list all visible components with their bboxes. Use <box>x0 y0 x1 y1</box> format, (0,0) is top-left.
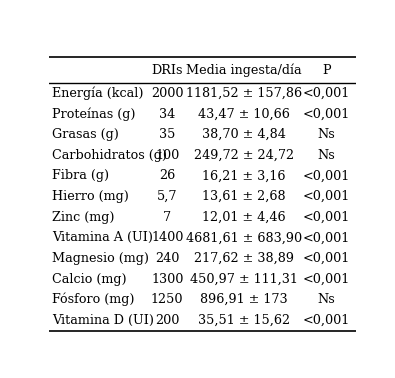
Text: Carbohidratos (g): Carbohidratos (g) <box>53 149 167 162</box>
Text: Ns: Ns <box>318 128 335 141</box>
Text: DRIs: DRIs <box>152 64 183 77</box>
Text: Media ingesta/día: Media ingesta/día <box>186 64 301 77</box>
Text: Proteínas (g): Proteínas (g) <box>53 107 136 121</box>
Text: <0,001: <0,001 <box>303 211 350 224</box>
Text: 26: 26 <box>159 169 175 183</box>
Text: <0,001: <0,001 <box>303 231 350 244</box>
Text: 450,97 ± 111,31: 450,97 ± 111,31 <box>190 273 298 285</box>
Text: Grasas (g): Grasas (g) <box>53 128 119 141</box>
Text: <0,001: <0,001 <box>303 108 350 121</box>
Text: Energía (kcal): Energía (kcal) <box>53 87 144 100</box>
Text: Vitamina A (UI): Vitamina A (UI) <box>53 231 153 244</box>
Text: 34: 34 <box>159 108 175 121</box>
Text: 16,21 ± 3,16: 16,21 ± 3,16 <box>202 169 286 183</box>
Text: 12,01 ± 4,46: 12,01 ± 4,46 <box>202 211 286 224</box>
Text: <0,001: <0,001 <box>303 252 350 265</box>
Text: P: P <box>322 64 331 77</box>
Text: 4681,61 ± 683,90: 4681,61 ± 683,90 <box>186 231 302 244</box>
Text: 240: 240 <box>155 252 179 265</box>
Text: 1250: 1250 <box>151 293 184 306</box>
Text: <0,001: <0,001 <box>303 169 350 183</box>
Text: Magnesio (mg): Magnesio (mg) <box>53 252 149 265</box>
Text: Calcio (mg): Calcio (mg) <box>53 273 127 285</box>
Text: Fósforo (mg): Fósforo (mg) <box>53 293 135 307</box>
Text: Ns: Ns <box>318 149 335 162</box>
Text: 13,61 ± 2,68: 13,61 ± 2,68 <box>202 190 286 203</box>
Text: 1400: 1400 <box>151 231 183 244</box>
Text: <0,001: <0,001 <box>303 273 350 285</box>
Text: 43,47 ± 10,66: 43,47 ± 10,66 <box>198 108 290 121</box>
Text: Zinc (mg): Zinc (mg) <box>53 211 115 224</box>
Text: 5,7: 5,7 <box>157 190 177 203</box>
Text: 249,72 ± 24,72: 249,72 ± 24,72 <box>194 149 294 162</box>
Text: 1300: 1300 <box>151 273 183 285</box>
Text: 35: 35 <box>159 128 175 141</box>
Text: <0,001: <0,001 <box>303 314 350 327</box>
Text: 200: 200 <box>155 314 179 327</box>
Text: 38,70 ± 4,84: 38,70 ± 4,84 <box>202 128 286 141</box>
Text: <0,001: <0,001 <box>303 190 350 203</box>
Text: 100: 100 <box>155 149 179 162</box>
Text: 7: 7 <box>163 211 171 224</box>
Text: 1181,52 ± 157,86: 1181,52 ± 157,86 <box>186 87 302 100</box>
Text: 35,51 ± 15,62: 35,51 ± 15,62 <box>198 314 290 327</box>
Text: Vitamina D (UI): Vitamina D (UI) <box>53 314 154 327</box>
Text: Ns: Ns <box>318 293 335 306</box>
Text: 217,62 ± 38,89: 217,62 ± 38,89 <box>194 252 294 265</box>
Text: Fibra (g): Fibra (g) <box>53 169 109 183</box>
Text: 2000: 2000 <box>151 87 184 100</box>
Text: <0,001: <0,001 <box>303 87 350 100</box>
Text: Hierro (mg): Hierro (mg) <box>53 190 129 203</box>
Text: 896,91 ± 173: 896,91 ± 173 <box>200 293 288 306</box>
